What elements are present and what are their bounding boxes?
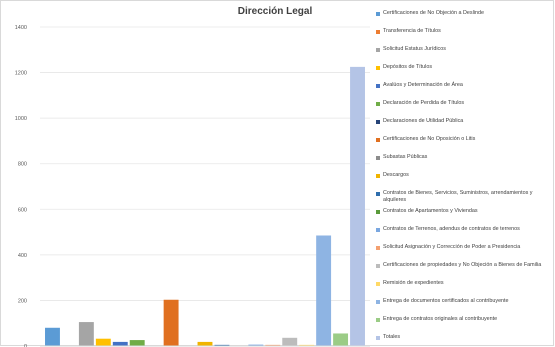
gridlines [40, 26, 370, 301]
bar [265, 344, 281, 346]
bar [282, 337, 298, 346]
legend-swatch [376, 174, 380, 178]
legend-swatch [376, 336, 380, 340]
chart-title: Dirección Legal [237, 6, 313, 17]
legend-swatch [376, 246, 380, 250]
legend-label: Declaraciones de Utilidad Pública [383, 118, 464, 124]
legend-swatch [376, 156, 380, 160]
y-tick-label: 800 [18, 162, 27, 168]
legend-label: Solicitud Asignación y Corrección de Pod… [383, 244, 521, 250]
legend-item: Certificaciones de No Oposición o Litis [376, 136, 552, 143]
bar [78, 322, 94, 346]
legend-swatch [376, 66, 380, 70]
bar [112, 341, 128, 346]
legend-item: Certificaciones de No Objeción a Deslind… [376, 10, 552, 17]
legend-swatch [376, 264, 380, 268]
legend-label: Depósitos de Títulos [383, 64, 433, 70]
legend-label: Entrega de contratos originales al contr… [383, 316, 498, 322]
legend-item: Contratos de Terrenos, adendus de contra… [376, 226, 552, 233]
legend-swatch [376, 318, 380, 322]
legend-item: Descargos [376, 172, 552, 179]
legend-label: Contratos de Terrenos, adendus de contra… [383, 226, 520, 232]
legend-label: Contratos de Bienes, Servicios, Suminist… [383, 190, 533, 203]
bar [248, 344, 264, 346]
legend-label: Solicitud Estatus Jurídicos [383, 46, 446, 52]
legend-item: Subastas Públicas [376, 154, 552, 161]
y-tick-label: 1200 [15, 71, 27, 77]
y-tick-label: 1000 [15, 116, 27, 122]
legend-item: Contratos de Bienes, Servicios, Suminist… [376, 190, 552, 204]
y-tick-label: 200 [18, 298, 27, 304]
legend-swatch [376, 48, 380, 52]
legend-label: Certificaciones de No Objeción a Deslind… [383, 10, 484, 16]
bar [197, 341, 213, 346]
y-axis-tick-labels: 0 200 400 600 800 1000 1200 1400 [15, 25, 27, 347]
bars [45, 66, 365, 347]
legend-item: Transferencia de Títulos [376, 28, 552, 35]
legend-item: Totales [376, 334, 552, 341]
y-tick-label: 1400 [15, 25, 27, 31]
legend-swatch [376, 138, 380, 142]
legend-label: Certificaciones de propiedades y No Obje… [383, 262, 542, 268]
legend-item: Depósitos de Títulos [376, 64, 552, 71]
legend-swatch [376, 210, 380, 214]
legend-swatch [376, 12, 380, 16]
legend-label: Avalúos y Determinación de Área [383, 82, 463, 88]
legend-swatch [376, 228, 380, 232]
legend-swatch [376, 192, 380, 196]
bar [214, 344, 230, 346]
y-tick-label: 0 [24, 344, 27, 347]
legend-label: Descargos [383, 172, 409, 178]
legend-label: Certificaciones de No Oposición o Litis [383, 136, 476, 142]
legend-label: Totales [383, 334, 401, 340]
legend-swatch [376, 84, 380, 88]
legend-label: Entrega de documentos certificados al co… [383, 298, 509, 304]
legend-item: Solicitud Estatus Jurídicos [376, 46, 552, 53]
legend-label: Subastas Públicas [383, 154, 428, 160]
bar [163, 299, 179, 346]
legend-label: Remisión de expedientes [383, 280, 444, 286]
legend-label: Contratos de Apartamentos y Viviendas [383, 208, 478, 214]
legend-label: Declaración de Perdida de Títulos [383, 100, 465, 106]
legend-swatch [376, 30, 380, 34]
bar [95, 338, 111, 346]
legend-label: Transferencia de Títulos [383, 28, 441, 34]
bar [316, 235, 332, 346]
legend-item: Remisión de expedientes [376, 280, 552, 287]
legend-item: Entrega de contratos originales al contr… [376, 316, 552, 323]
y-tick-label: 600 [18, 207, 27, 213]
legend-item: Declaraciones de Utilidad Pública [376, 118, 552, 125]
bar [350, 66, 365, 347]
legend-item: Certificaciones de propiedades y No Obje… [376, 262, 552, 269]
legend-item: Contratos de Apartamentos y Viviendas [376, 208, 552, 215]
legend-item: Declaración de Perdida de Títulos [376, 100, 552, 107]
legend-swatch [376, 120, 380, 124]
legend-swatch [376, 282, 380, 286]
legend-swatch [376, 102, 380, 106]
legend-item: Avalúos y Determinación de Área [376, 82, 552, 89]
legend-item: Entrega de documentos certificados al co… [376, 298, 552, 305]
bar [299, 344, 315, 346]
bar [333, 333, 349, 346]
y-tick-label: 400 [18, 253, 27, 259]
legend-swatch [376, 300, 380, 304]
bar [45, 327, 60, 346]
legend-item: Solicitud Asignación y Corrección de Pod… [376, 244, 552, 251]
bar [129, 340, 145, 346]
